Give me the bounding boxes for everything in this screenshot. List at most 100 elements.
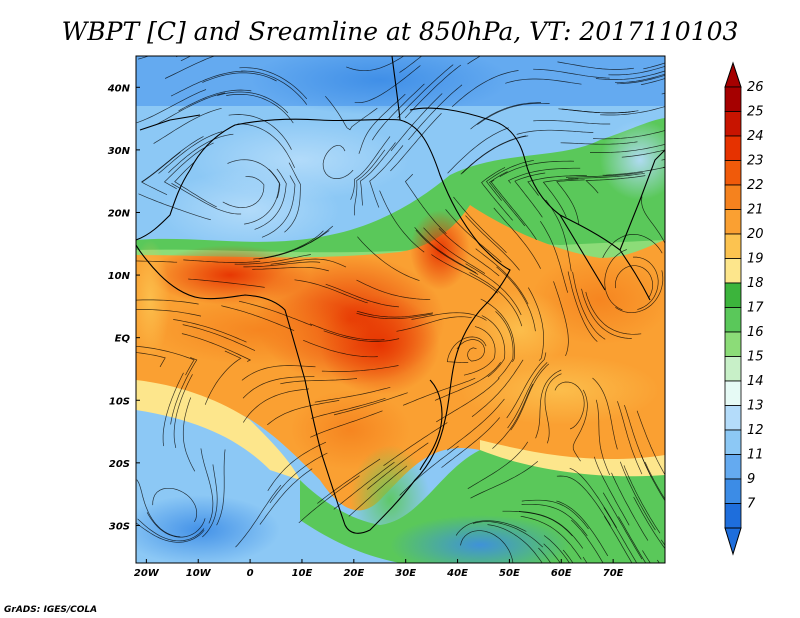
streamline <box>472 521 544 548</box>
streamline <box>614 265 654 299</box>
streamline <box>554 381 585 430</box>
coastlines <box>136 56 665 534</box>
streamline <box>136 89 207 124</box>
streamline <box>267 400 340 426</box>
streamline <box>446 398 505 451</box>
streamline <box>354 65 421 104</box>
streamline <box>553 281 569 357</box>
colorbar-label: 12 <box>747 423 764 438</box>
streamline <box>506 352 547 419</box>
streamline <box>369 145 404 208</box>
streamline <box>561 108 639 114</box>
streamline <box>495 311 514 379</box>
streamline <box>311 397 386 419</box>
streamline <box>183 259 261 263</box>
streamline <box>543 535 570 563</box>
lat-tick-label: 30N <box>108 146 131 157</box>
streamline <box>173 374 193 448</box>
colorbar-swatch <box>724 184 742 210</box>
streamline <box>322 144 354 179</box>
streamline <box>445 209 502 263</box>
streamline <box>657 559 660 563</box>
streamline <box>402 377 476 406</box>
lon-tick-label: 50E <box>499 568 520 579</box>
streamline <box>572 271 606 340</box>
colorbar-label: 9 <box>747 472 755 487</box>
streamline <box>359 142 396 206</box>
colorbar-label: 26 <box>747 80 764 95</box>
lon-tick-label: 70E <box>603 568 624 579</box>
streamline <box>423 227 486 274</box>
streamline <box>446 336 487 363</box>
streamline <box>582 556 588 563</box>
streamline <box>358 93 406 154</box>
colorbar-label: 13 <box>747 399 764 414</box>
streamline <box>617 401 643 475</box>
streamline <box>487 524 543 563</box>
streamline <box>356 312 433 320</box>
streamline <box>640 454 665 502</box>
streamline <box>354 149 386 216</box>
streamline <box>298 475 360 524</box>
colorbar-label: 24 <box>747 129 764 144</box>
streamline <box>581 288 632 339</box>
streamline <box>258 230 330 260</box>
streamline <box>241 365 316 381</box>
colorbar-label: 17 <box>747 301 764 316</box>
streamline <box>399 445 459 496</box>
streamline <box>644 461 665 500</box>
streamline <box>136 309 202 317</box>
streamline <box>348 465 408 517</box>
streamline <box>228 114 292 150</box>
streamline <box>202 464 218 538</box>
streamline <box>572 389 588 462</box>
streamline <box>470 102 541 130</box>
colorbar-swatch <box>724 160 742 186</box>
streamline <box>475 248 529 305</box>
streamline <box>346 56 405 72</box>
streamline <box>155 92 226 126</box>
streamline <box>162 372 184 447</box>
streamline <box>595 70 665 80</box>
streamline <box>465 263 522 316</box>
streamline <box>540 221 569 293</box>
streamline <box>404 64 462 119</box>
streamline <box>460 530 514 563</box>
streamline <box>520 515 582 560</box>
streamline <box>333 392 408 416</box>
colorbar-swatch <box>724 503 742 529</box>
streamline <box>477 102 550 125</box>
streamline <box>431 254 499 294</box>
streamline <box>411 312 487 321</box>
streamline <box>643 62 665 70</box>
streamline <box>556 500 609 557</box>
streamline <box>490 179 537 240</box>
streamline <box>507 362 548 429</box>
streamline <box>593 456 630 526</box>
streamline <box>623 465 661 534</box>
streamline <box>595 399 611 476</box>
streamline <box>182 397 196 472</box>
colorbar-label: 16 <box>747 325 764 340</box>
streamline <box>544 373 562 444</box>
colorbar-swatch <box>724 405 742 431</box>
streamline <box>136 352 166 368</box>
streamline <box>492 383 534 449</box>
streamline <box>516 129 594 135</box>
streamline <box>242 376 315 399</box>
streamline <box>615 73 665 84</box>
lat-tick-label: 40N <box>107 83 131 94</box>
streamline <box>618 516 647 563</box>
colorbar-swatch <box>724 86 742 112</box>
streamline <box>641 196 665 245</box>
streamline <box>261 175 296 238</box>
colorbar-swatch <box>724 209 742 235</box>
streamline <box>615 270 664 314</box>
colorbar-label: 15 <box>747 350 764 365</box>
streamline <box>174 161 217 208</box>
streamline <box>173 319 247 343</box>
streamline <box>366 442 429 490</box>
streamline <box>496 266 536 332</box>
streamline <box>527 287 544 361</box>
